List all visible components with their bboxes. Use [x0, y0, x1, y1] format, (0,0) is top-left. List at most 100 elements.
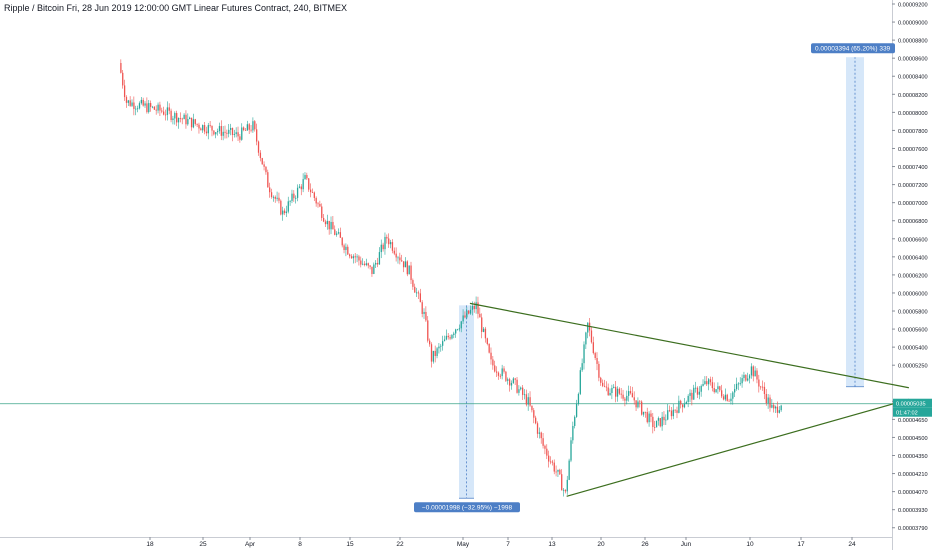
candle-body	[380, 244, 382, 253]
candle-body	[315, 197, 317, 204]
candle-body	[202, 125, 204, 131]
candle-body	[354, 256, 356, 258]
candle-body	[542, 438, 544, 446]
candle-body	[644, 411, 647, 413]
candle-body	[272, 196, 275, 198]
candle-body	[386, 236, 388, 239]
y-tick-label: 0.00005600	[898, 328, 928, 334]
candle-body	[624, 398, 626, 401]
candle-body	[285, 211, 288, 214]
candle-body	[769, 397, 771, 408]
candle-body	[399, 257, 401, 261]
candle-body	[734, 389, 736, 393]
candle-body	[507, 379, 509, 381]
candle-body	[259, 152, 262, 159]
candle-body	[263, 164, 265, 167]
candle-body	[168, 107, 170, 111]
candle-body	[313, 192, 315, 198]
candle-body	[142, 99, 144, 106]
candle-body	[468, 310, 470, 314]
candle-body	[553, 462, 555, 472]
candle-body	[696, 387, 699, 395]
candle-body	[575, 403, 578, 417]
y-tick-label: 0.00009200	[898, 3, 928, 9]
candle-body	[352, 256, 355, 259]
candles-group	[120, 59, 782, 497]
candle-body	[475, 302, 477, 310]
candle-body	[717, 386, 719, 390]
candle-body	[246, 124, 249, 131]
candle-body	[583, 344, 585, 364]
candle-body	[531, 405, 533, 411]
candle-body	[326, 220, 328, 225]
candle-body	[559, 469, 561, 475]
candle-body	[551, 461, 554, 463]
y-tick-label: 0.00006600	[898, 237, 928, 243]
candle-body	[687, 395, 689, 402]
candle-body	[309, 189, 312, 193]
candle-body	[607, 387, 609, 396]
y-tick-label: 0.00008800	[898, 39, 928, 45]
candle-body	[611, 387, 613, 394]
candle-body	[239, 136, 241, 140]
candle-body	[549, 461, 552, 463]
candle-body	[693, 387, 695, 400]
candle-body	[654, 427, 656, 428]
candle-body	[216, 131, 219, 133]
candle-body	[176, 113, 178, 123]
candle-body	[739, 383, 741, 385]
candle-body	[347, 246, 349, 255]
candle-body	[183, 114, 185, 120]
y-tick-label: 0.00008200	[898, 93, 928, 99]
candle-body	[615, 386, 617, 397]
candle-body	[626, 395, 628, 401]
x-tick-label: 13	[548, 541, 556, 548]
candle-body	[737, 383, 740, 385]
candle-body	[706, 381, 708, 385]
candle-body	[417, 292, 420, 294]
candle-body	[735, 383, 738, 390]
price-axis-background	[892, 0, 932, 550]
candle-body	[360, 260, 362, 265]
candle-body	[283, 210, 286, 214]
candle-body	[345, 246, 347, 250]
candle-body	[525, 394, 528, 405]
candle-body	[773, 405, 775, 409]
candle-body	[535, 417, 537, 424]
candle-body	[721, 390, 723, 397]
candle-body	[674, 409, 676, 411]
candle-body	[211, 125, 213, 131]
candle-body	[163, 111, 165, 115]
candle-body	[430, 344, 433, 362]
candle-body	[477, 302, 479, 314]
candle-body	[181, 118, 183, 120]
candle-body	[207, 125, 209, 134]
candle-body	[473, 305, 475, 310]
y-tick-label: 0.00007800	[898, 129, 928, 135]
candle-body	[257, 141, 260, 153]
candle-body	[269, 187, 271, 193]
candle-body	[587, 322, 589, 333]
candle-body	[174, 113, 176, 119]
candle-body	[548, 455, 550, 462]
candle-body	[213, 130, 215, 135]
x-tick-label: 24	[848, 541, 856, 548]
candle-body	[763, 386, 766, 395]
candle-body	[226, 132, 228, 134]
x-tick-label: 25	[199, 541, 207, 548]
candle-body	[362, 263, 364, 265]
candle-body	[449, 337, 451, 339]
candle-body	[622, 394, 624, 399]
candle-body	[161, 110, 163, 112]
measure-down-label: −0.00001998 (−32.95%) −1998	[422, 505, 513, 512]
candle-body	[637, 401, 639, 408]
candle-body	[601, 382, 604, 386]
candle-body	[603, 385, 606, 387]
x-tick-label: 22	[396, 541, 404, 548]
candle-body	[224, 131, 226, 133]
candle-body	[633, 397, 635, 401]
candle-body	[122, 72, 124, 86]
candle-body	[520, 387, 522, 390]
